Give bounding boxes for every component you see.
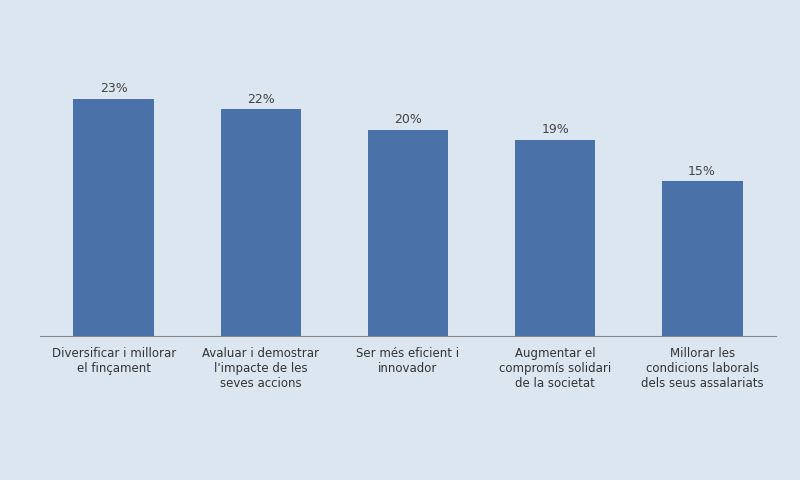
Text: 19%: 19% xyxy=(541,123,569,136)
Bar xyxy=(662,181,742,336)
Text: 20%: 20% xyxy=(394,113,422,126)
Text: 15%: 15% xyxy=(688,165,716,178)
Bar xyxy=(514,140,595,336)
Bar xyxy=(367,130,449,336)
Bar xyxy=(74,99,154,336)
Bar xyxy=(221,109,302,336)
Text: 22%: 22% xyxy=(247,93,275,106)
Text: 23%: 23% xyxy=(100,82,128,95)
